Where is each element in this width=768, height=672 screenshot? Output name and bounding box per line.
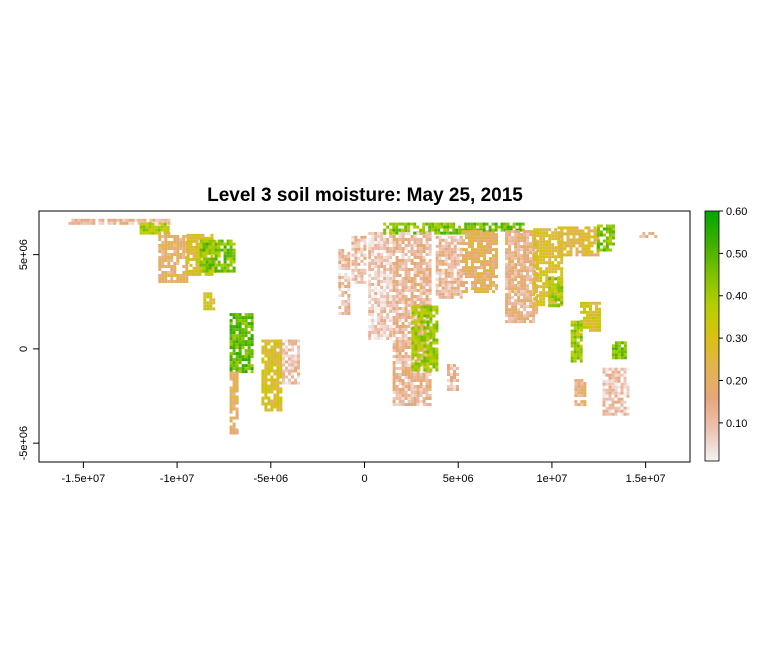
- swath-12: [368, 232, 396, 340]
- x-tick-label-2: -5e+06: [254, 473, 289, 485]
- x-tick-label-5: 1e+07: [536, 473, 567, 485]
- legend-tick-label-5: 0.60: [726, 206, 747, 218]
- x-tick-label-3: 0: [361, 473, 367, 485]
- swath-4: [199, 239, 236, 273]
- swath-26: [570, 320, 583, 363]
- swath-14: [392, 232, 432, 406]
- moisture-raster: [68, 218, 658, 435]
- swath-5: [203, 292, 216, 311]
- y-tick-label-2: -5e+06: [18, 426, 30, 461]
- y-tick-label-0: 5e+06: [18, 239, 30, 270]
- swath-27: [574, 379, 587, 407]
- swath-18: [462, 230, 498, 294]
- swath-17: [447, 364, 459, 391]
- legend-tick-label-2: 0.30: [726, 333, 747, 345]
- x-tick-label-0: -1.5e+07: [62, 473, 106, 485]
- swath-16: [435, 235, 463, 299]
- x-tick-label-4: 5e+06: [443, 473, 474, 485]
- swath-20: [505, 230, 539, 324]
- swath-0: [68, 218, 171, 225]
- legend-tick-label-0: 0.10: [726, 418, 747, 430]
- legend-tick-label-3: 0.40: [726, 291, 747, 303]
- map-title: Level 3 soil moisture: May 25, 2015: [207, 185, 523, 206]
- swath-22: [548, 277, 564, 308]
- x-axis: -1.5e+07 -1e+07 -5e+06 0 5e+06 1e+07 1.5e+07: [62, 462, 666, 485]
- swath-6: [229, 313, 254, 374]
- y-tick-label-1: 0: [18, 346, 30, 352]
- swath-7: [229, 371, 239, 435]
- swath-8: [261, 339, 283, 412]
- swath-25: [596, 224, 615, 252]
- swath-28: [611, 341, 627, 360]
- color-legend: 0.10 0.20 0.30 0.40 0.50 0.60: [704, 206, 747, 462]
- swath-30: [639, 232, 658, 238]
- legend-tick-label-1: 0.20: [726, 375, 747, 387]
- legend-tick-label-4: 0.50: [726, 248, 747, 260]
- y-axis: 5e+06 0 -5e+06: [18, 239, 39, 460]
- x-tick-label-1: -1e+07: [160, 473, 195, 485]
- swath-29: [602, 367, 630, 416]
- legend-color-bar: [704, 210, 720, 462]
- swath-9: [282, 339, 300, 385]
- swath-11: [351, 235, 367, 284]
- swath-23: [557, 226, 600, 257]
- swath-15: [411, 305, 439, 372]
- swath-2: [158, 232, 189, 283]
- swath-10: [338, 249, 351, 315]
- x-tick-label-6: 1.5e+07: [626, 473, 666, 485]
- swath-24: [580, 301, 601, 332]
